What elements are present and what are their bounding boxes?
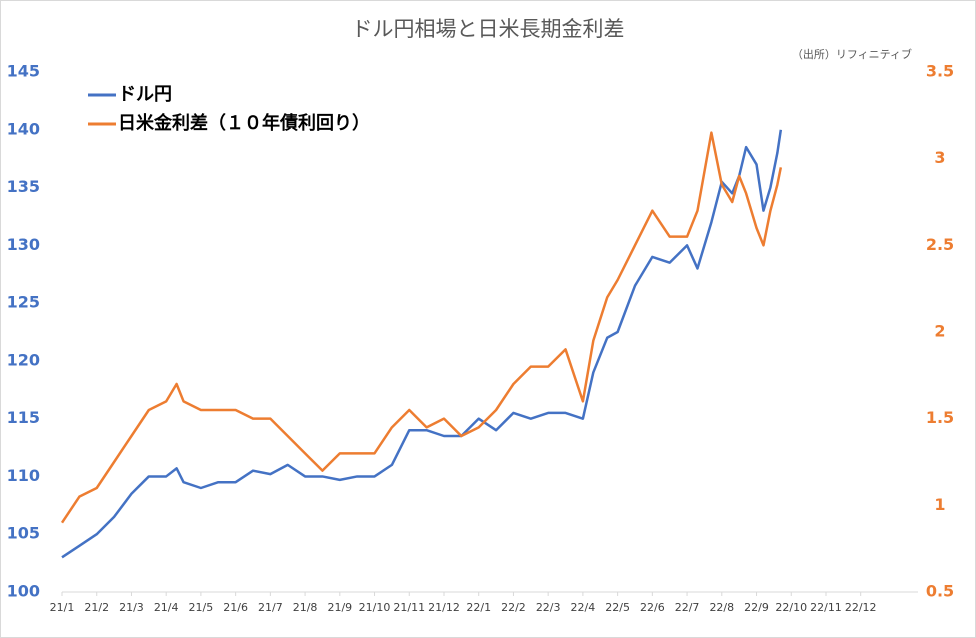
series-line [60, 131, 783, 524]
x-tick-label: 21/1 [50, 601, 75, 614]
x-tick-label: 22/11 [810, 601, 842, 614]
y-tick-label: 110 [7, 466, 40, 485]
y-tick-label: 130 [7, 235, 40, 254]
x-tick-label: 22/4 [571, 601, 596, 614]
x-tick-label: 21/10 [359, 601, 391, 614]
y-tick-label: 145 [7, 62, 40, 81]
x-tick-label: 21/6 [223, 601, 248, 614]
x-tick-label: 22/7 [675, 601, 700, 614]
series-line [61, 129, 783, 559]
x-tick-label: 21/9 [327, 601, 352, 614]
x-tick-label: 22/5 [605, 601, 630, 614]
y2-tick-label: 2.5 [926, 235, 954, 254]
x-tick-label: 22/1 [466, 601, 491, 614]
x-tick-label: 21/12 [428, 601, 460, 614]
x-tick-label: 21/2 [84, 601, 109, 614]
source-note: （出所）リフィニティブ [792, 47, 912, 61]
x-tick-label: 21/5 [189, 601, 214, 614]
legend-label: 日米金利差（１０年債利回り） [118, 112, 370, 134]
y-tick-label: 115 [7, 408, 40, 427]
y2-tick-label: 2 [934, 322, 945, 341]
x-tick-label: 22/2 [501, 601, 526, 614]
chart-title: ドル円相場と日米長期金利差 [352, 17, 625, 41]
y-tick-label: 100 [7, 582, 40, 601]
y-tick-label: 125 [7, 293, 40, 312]
x-tick-label: 22/6 [640, 601, 665, 614]
x-tick-label: 22/10 [775, 601, 807, 614]
y2-tick-label: 3 [934, 148, 945, 167]
x-tick-label: 21/3 [119, 601, 144, 614]
x-tick-label: 21/7 [258, 601, 283, 614]
x-tick-label: 22/12 [845, 601, 877, 614]
legend-label: ドル円 [118, 84, 172, 105]
x-tick-label: 22/9 [744, 601, 769, 614]
y-tick-label: 135 [7, 177, 40, 196]
y-tick-label: 120 [7, 350, 40, 369]
y2-tick-label: 3.5 [926, 62, 954, 81]
x-tick-label: 21/4 [154, 601, 179, 614]
y2-tick-label: 0.5 [926, 582, 954, 601]
y2-tick-label: 1.5 [926, 408, 954, 427]
x-tick-label: 21/11 [393, 601, 425, 614]
y2-tick-label: 1 [934, 495, 945, 514]
y-tick-label: 140 [7, 119, 40, 138]
x-tick-label: 22/3 [536, 601, 561, 614]
x-tick-label: 22/8 [709, 601, 734, 614]
y-tick-label: 105 [7, 524, 40, 543]
x-tick-label: 21/8 [293, 601, 318, 614]
